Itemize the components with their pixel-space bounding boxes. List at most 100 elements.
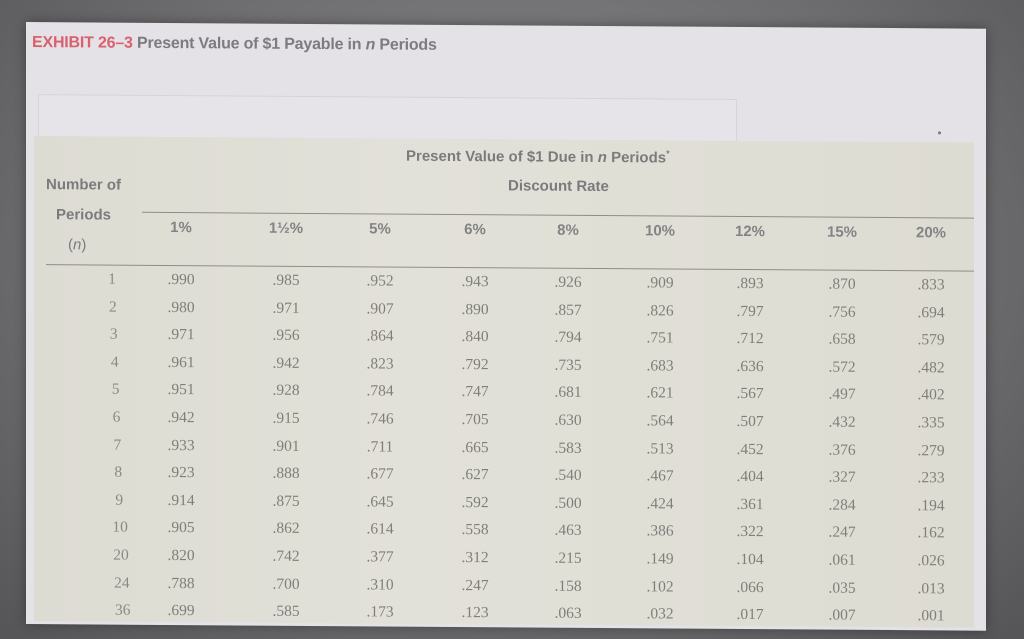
present-value-cell: .797 [736, 302, 764, 320]
period-number: 36 [115, 601, 131, 619]
present-value-cell: .665 [461, 438, 489, 456]
present-value-cell: .482 [917, 359, 945, 377]
present-value-cell: .158 [554, 577, 582, 595]
present-value-cell: .621 [646, 384, 674, 402]
document-page: EXHIBIT 26–3 Present Value of $1 Payable… [26, 22, 986, 631]
present-value-cell: .614 [366, 520, 394, 538]
present-value-cell: .572 [828, 358, 856, 376]
present-value-cell: .500 [554, 494, 582, 512]
present-value-cell: .705 [461, 411, 489, 429]
present-value-cell: .335 [917, 414, 945, 432]
present-value-cell: .104 [736, 550, 764, 569]
present-value-cell: .711 [366, 437, 394, 456]
exhibit-title: EXHIBIT 26–3 Present Value of $1 Payable… [32, 34, 437, 55]
period-number: 5 [111, 380, 120, 399]
column-headers: 1% 1½% 5% 6% 8% 10% 12% 15% 20% [34, 218, 974, 249]
present-value-cell: .645 [366, 493, 394, 511]
present-value-cell: .909 [646, 274, 674, 292]
table-row: 36 .699 .585 .173 .123 .063 .032 .017 .007 .001 [34, 601, 974, 635]
present-value-cell: .694 [917, 303, 945, 322]
present-value-cell: .386 [646, 522, 674, 540]
present-value-cell: .840 [461, 328, 489, 346]
present-value-cell: .971 [167, 326, 195, 344]
present-value-cell: .864 [366, 327, 394, 345]
present-value-cell: .194 [917, 496, 945, 515]
present-value-cell: .788 [167, 574, 195, 592]
period-number: 6 [112, 408, 121, 426]
present-value-cell: .312 [461, 548, 489, 567]
super-header-prefix: Present Value of $1 Due in [406, 147, 598, 166]
period-number: 8 [114, 463, 123, 481]
present-value-cell: .875 [272, 492, 300, 510]
exhibit-title-prefix: Present Value of $1 Payable in [137, 34, 366, 54]
super-header-n: n [597, 148, 607, 167]
present-value-cell: .952 [366, 272, 394, 290]
present-value-cell: .943 [461, 273, 489, 291]
present-value-cell: .579 [917, 331, 945, 349]
present-value-cell: .784 [366, 382, 394, 400]
present-value-cell: .915 [272, 409, 300, 427]
period-number: 9 [115, 491, 124, 509]
present-value-cell: .507 [736, 412, 764, 431]
present-value-cell: .990 [167, 270, 195, 289]
present-value-cell: .558 [461, 521, 489, 539]
present-value-cell: .712 [736, 330, 764, 348]
periods-header: Number of Periods (n) [46, 170, 146, 261]
present-value-cell: .279 [917, 441, 945, 459]
present-value-cell: .583 [554, 439, 582, 457]
present-value-cell: .066 [736, 578, 764, 596]
column-header: 5% [369, 220, 391, 238]
present-value-cell: .961 [167, 353, 195, 371]
super-header-suffix: Periods [606, 149, 667, 167]
column-header: 6% [464, 221, 486, 239]
present-value-cell: .013 [917, 579, 945, 597]
discount-rate-header: Discount Rate [508, 177, 609, 196]
period-number: 7 [113, 436, 122, 454]
period-number: 3 [109, 325, 118, 343]
column-header: 10% [644, 222, 676, 240]
present-value-cell: .247 [828, 523, 856, 542]
period-number: 10 [112, 518, 128, 537]
present-value-cell: .792 [461, 355, 489, 374]
present-value-cell: .463 [554, 522, 582, 540]
present-value-cell: .862 [272, 520, 300, 538]
present-value-cell: .901 [272, 437, 300, 455]
present-value-cell: .497 [828, 385, 856, 404]
present-value-cell: .585 [272, 602, 300, 621]
present-value-cell: .035 [828, 579, 856, 597]
present-value-cell: .404 [736, 468, 764, 486]
present-value-cell: .284 [828, 496, 856, 514]
present-value-cell: .681 [554, 384, 582, 402]
exhibit-number: EXHIBIT 26–3 [32, 34, 133, 52]
table-super-header: Present Value of $1 Due in n Periods* [406, 147, 670, 167]
present-value-cell: .933 [167, 436, 195, 454]
column-header: 20% [915, 224, 947, 242]
present-value-cell: .794 [554, 328, 582, 347]
present-value-cell: .162 [917, 524, 945, 542]
period-number: 4 [110, 353, 119, 371]
column-header: 8% [557, 221, 579, 239]
column-header: 1½% [268, 219, 304, 237]
present-value-cell: .857 [554, 301, 582, 319]
present-value-cell: .907 [366, 299, 394, 318]
present-value-cell: .700 [272, 575, 300, 593]
present-value-cell: .870 [828, 275, 856, 293]
present-value-cell: .007 [828, 606, 856, 624]
present-value-cell: .833 [917, 276, 945, 294]
present-value-cell: .630 [554, 411, 582, 429]
present-value-cell: .032 [646, 605, 674, 623]
table-body: 1 .990 .985 .952 .943 .926 .909 .893 .870 .833 2 .9… [34, 270, 974, 635]
present-value-cell: .735 [554, 356, 582, 374]
present-value-cell: .540 [554, 466, 582, 485]
present-value-cell: .677 [366, 465, 394, 483]
present-value-cell: .123 [461, 604, 489, 622]
exhibit-title-n: n [365, 36, 376, 54]
header-rule-top [142, 211, 974, 219]
present-value-cell: .756 [828, 303, 856, 321]
present-value-cell: .742 [272, 547, 300, 565]
period-number: 1 [108, 270, 116, 288]
present-value-cell: .905 [167, 519, 195, 537]
present-value-cell: .061 [828, 551, 856, 569]
blank-caption-box [38, 94, 737, 143]
present-value-cell: .942 [272, 354, 300, 372]
